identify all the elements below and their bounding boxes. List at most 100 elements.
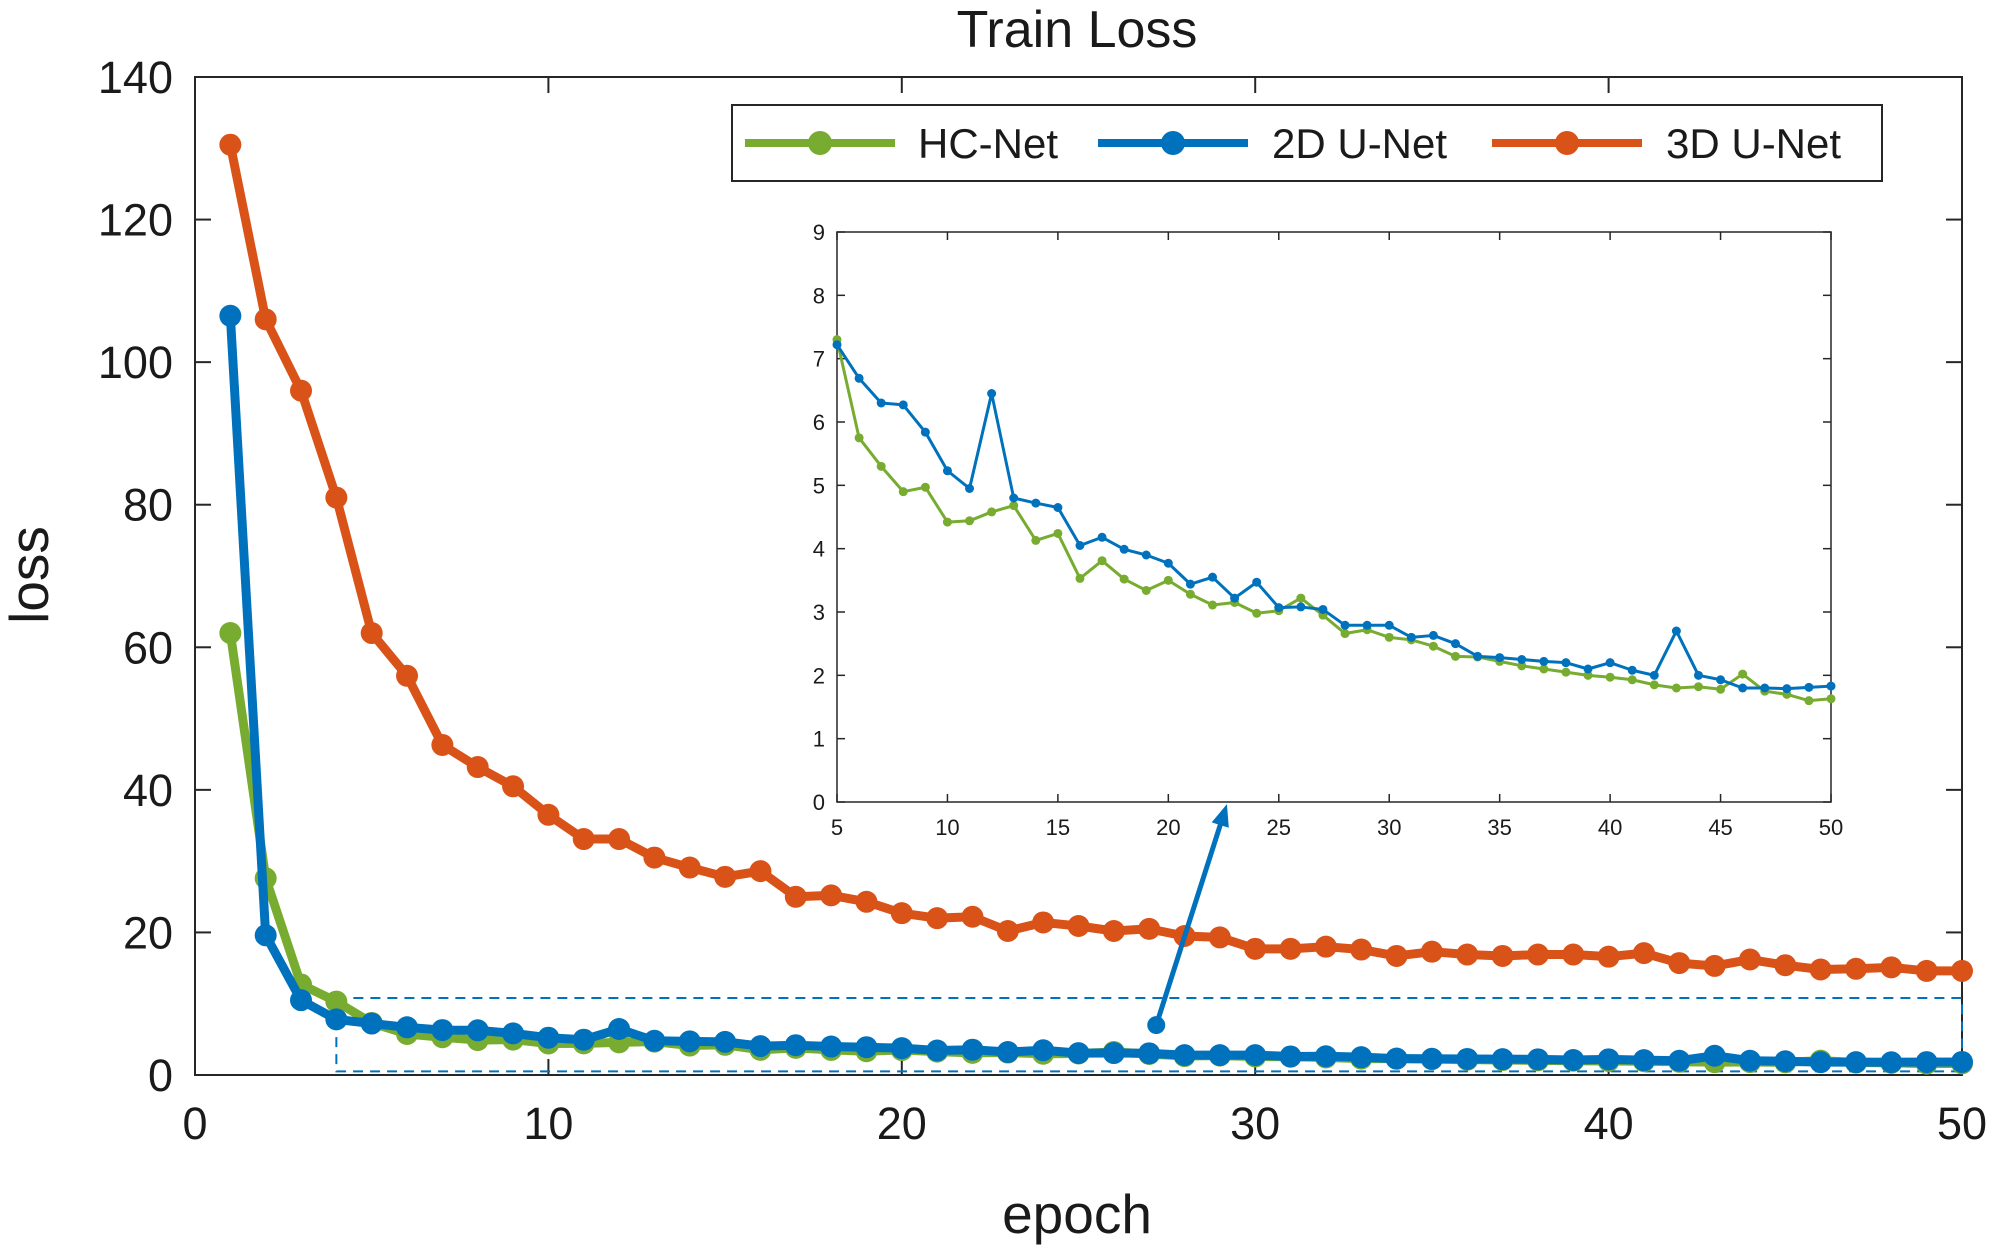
data-point-2d-u-net <box>1632 1049 1655 1072</box>
y-axis-label: loss <box>0 526 60 624</box>
data-point-2d-u-net <box>1915 1051 1938 1074</box>
data-point-2d-u-net <box>890 1037 913 1060</box>
data-point-2d-u-net <box>1067 1042 1090 1065</box>
inset-data-point-hc-net <box>1296 593 1306 603</box>
data-point-3d-u-net <box>290 379 313 402</box>
data-point-2d-u-net <box>784 1034 807 1057</box>
inset-data-point-hc-net <box>1009 501 1019 511</box>
data-point-2d-u-net <box>1350 1046 1373 1069</box>
data-point-2d-u-net <box>678 1030 701 1053</box>
data-point-2d-u-net <box>1703 1044 1726 1067</box>
inset-data-point-hc-net <box>1450 651 1460 661</box>
inset-data-point-2d-u-net <box>1097 532 1107 542</box>
inset-axes-frame <box>836 231 1832 803</box>
inset-data-point-2d-u-net <box>1473 651 1483 661</box>
data-point-3d-u-net <box>855 890 878 913</box>
inset-data-point-2d-u-net <box>1340 620 1350 630</box>
inset-data-point-2d-u-net <box>1561 658 1571 668</box>
data-point-3d-u-net <box>1597 945 1620 968</box>
inset-data-point-hc-net <box>942 517 952 527</box>
data-point-2d-u-net <box>1562 1049 1585 1072</box>
data-point-3d-u-net <box>1067 915 1090 938</box>
y-tick-label: 40 <box>123 765 173 816</box>
series-3d-u-net <box>219 133 1973 982</box>
inset-data-point-2d-u-net <box>1274 603 1284 613</box>
inset-data-point-2d-u-net <box>1693 670 1703 680</box>
inset-data-point-hc-net <box>1539 664 1549 674</box>
inset-series-line-hc-net <box>835 339 1832 703</box>
data-point-hc-net <box>325 990 348 1013</box>
inset-data-point-hc-net <box>1738 669 1748 679</box>
data-point-3d-u-net <box>1102 920 1125 943</box>
legend-entry-hc-net: HC-Net <box>745 120 1058 167</box>
y-tick-label: 140 <box>98 52 173 103</box>
inset-data-point-2d-u-net <box>1671 626 1681 636</box>
legend: HC-Net 2D U-Net 3D U-Net <box>731 104 1883 182</box>
x-axis-label: epoch <box>1002 1183 1152 1245</box>
data-point-2d-u-net <box>749 1035 772 1058</box>
inset-x-tick-label: 40 <box>1598 815 1622 840</box>
inset-data-point-hc-net <box>1517 661 1527 671</box>
data-point-2d-u-net <box>1102 1042 1125 1065</box>
inset-data-point-2d-u-net <box>898 400 908 410</box>
data-point-2d-u-net <box>360 1012 383 1035</box>
y-tick-label: 120 <box>98 195 173 246</box>
data-point-2d-u-net <box>996 1041 1019 1064</box>
legend-swatch-marker <box>1161 131 1185 155</box>
inset-data-point-2d-u-net <box>1252 577 1262 587</box>
data-point-2d-u-net <box>572 1028 595 1051</box>
data-point-3d-u-net <box>1314 935 1337 958</box>
data-point-3d-u-net <box>1774 954 1797 977</box>
data-point-3d-u-net <box>1208 926 1231 949</box>
data-point-2d-u-net <box>1314 1045 1337 1068</box>
inset-data-point-hc-net <box>1826 694 1836 704</box>
data-point-hc-net <box>219 622 242 645</box>
inset-x-tick-label: 5 <box>831 815 843 840</box>
data-point-2d-u-net <box>1880 1051 1903 1074</box>
data-point-3d-u-net <box>961 905 984 928</box>
data-point-2d-u-net <box>325 1008 348 1031</box>
inset-data-point-2d-u-net <box>1119 544 1129 554</box>
zoom-arrow-origin <box>1147 1016 1166 1035</box>
data-point-2d-u-net <box>1385 1047 1408 1070</box>
legend-entry-3d-u-net: 3D U-Net <box>1492 120 1841 167</box>
inset-data-point-hc-net <box>1384 632 1394 642</box>
inset-data-point-2d-u-net <box>1804 682 1814 692</box>
inset-data-point-2d-u-net <box>1009 493 1019 503</box>
data-point-2d-u-net <box>1208 1044 1231 1067</box>
inset-data-point-2d-u-net <box>987 389 997 398</box>
inset-data-point-hc-net <box>1119 574 1129 584</box>
legend-label: HC-Net <box>918 120 1058 167</box>
inset-data-point-2d-u-net <box>1605 658 1615 668</box>
inset-data-point-hc-net <box>1583 670 1593 680</box>
inset-data-point-hc-net <box>1340 629 1350 639</box>
data-point-2d-u-net <box>290 989 313 1012</box>
data-point-3d-u-net <box>360 622 383 645</box>
inset-data-point-hc-net <box>1605 672 1615 682</box>
inset-data-point-2d-u-net <box>920 427 930 437</box>
inset-x-tick-label: 20 <box>1156 815 1180 840</box>
data-point-3d-u-net <box>1244 937 1267 960</box>
data-point-3d-u-net <box>890 902 913 925</box>
data-point-2d-u-net <box>1173 1044 1196 1067</box>
inset-data-point-hc-net <box>1185 589 1195 599</box>
data-point-3d-u-net <box>1668 952 1691 975</box>
data-point-2d-u-net <box>1244 1044 1267 1067</box>
inset-data-point-2d-u-net <box>1627 665 1637 675</box>
data-point-3d-u-net <box>1844 957 1867 980</box>
data-point-2d-u-net <box>1597 1048 1620 1071</box>
x-tick-label: 0 <box>182 1098 207 1149</box>
inset-data-point-2d-u-net <box>1826 681 1836 691</box>
data-point-2d-u-net <box>855 1036 878 1059</box>
data-point-2d-u-net <box>537 1026 560 1049</box>
inset-data-point-2d-u-net <box>1053 503 1063 512</box>
inset-y-tick-label: 0 <box>813 790 825 815</box>
inset-data-point-2d-u-net <box>1450 639 1460 649</box>
inset-data-point-2d-u-net <box>1296 602 1306 612</box>
inset-data-point-2d-u-net <box>1517 655 1527 664</box>
series-2d-u-net <box>219 304 1973 1074</box>
data-point-3d-u-net <box>1809 958 1832 981</box>
inset-data-point-hc-net <box>1804 696 1814 706</box>
data-point-2d-u-net <box>1491 1048 1514 1071</box>
